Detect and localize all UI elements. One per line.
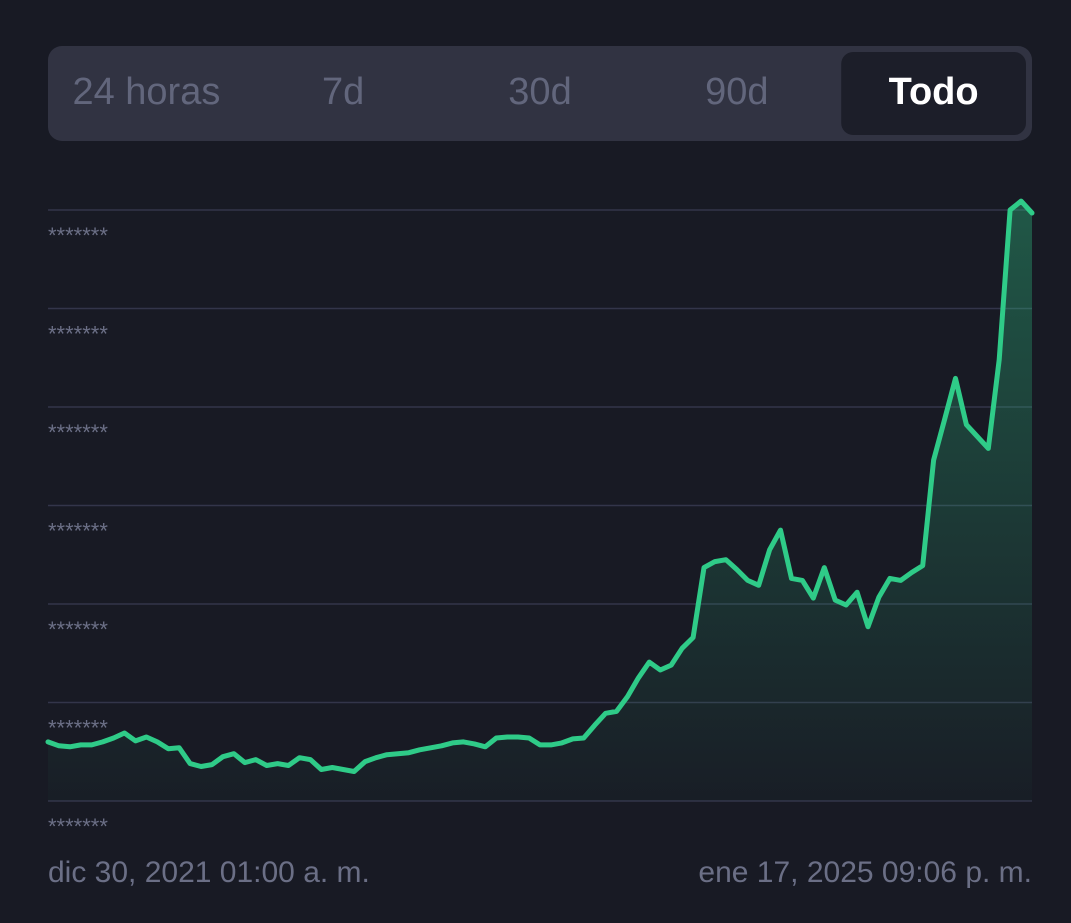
tab[interactable]: 7d [322,71,364,113]
y-tick-label: ******* [48,321,108,346]
y-tick-label: ******* [48,715,108,740]
y-tick-label: ******* [48,420,108,445]
price-line [45,198,1035,774]
y-tick-label: ******* [48,814,108,839]
tab[interactable]: 90d [705,71,768,113]
tab[interactable]: Todo [889,71,979,113]
tab[interactable]: 24 horas [72,71,220,113]
x-axis-label: dic 30, 2021 01:00 a. m. [48,856,370,889]
y-tick-label: ******* [48,518,108,543]
tab-bar [48,46,1032,141]
y-tick-label: ******* [48,223,108,248]
x-axis-label: ene 17, 2025 09:06 p. m. [698,856,1032,889]
selected-tab [841,52,1026,135]
tab[interactable]: 30d [508,71,571,113]
y-tick-label: ******* [48,617,108,642]
area [48,201,1032,802]
